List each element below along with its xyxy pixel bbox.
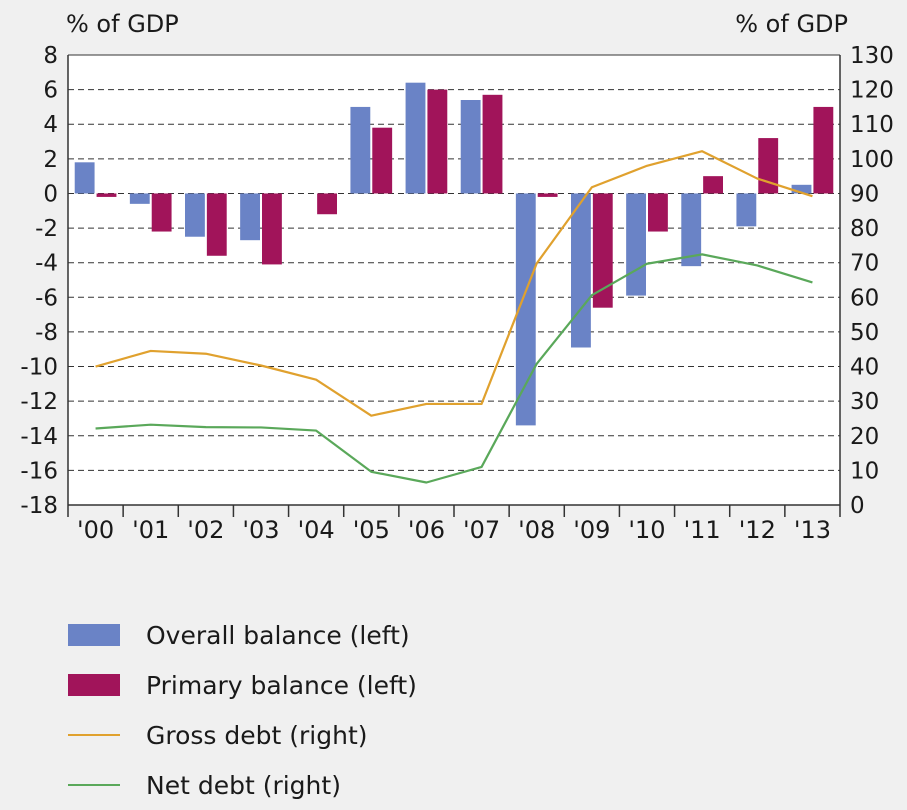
primary-balance-bar bbox=[206, 193, 227, 256]
primary-balance-bar bbox=[151, 193, 172, 232]
primary-balance-bar bbox=[703, 176, 723, 194]
legend-swatch-primary-balance bbox=[68, 674, 120, 696]
overall-balance-bar bbox=[240, 193, 260, 241]
left-tick-label: 0 bbox=[43, 181, 58, 207]
right-tick-label: 30 bbox=[850, 389, 879, 415]
right-tick-label: 120 bbox=[850, 78, 894, 104]
primary-balance-bar bbox=[482, 94, 503, 194]
right-tick-label: 110 bbox=[850, 112, 894, 138]
x-tick-label: '04 bbox=[298, 516, 335, 544]
overall-balance-bar bbox=[736, 193, 757, 227]
legend-item-net-debt: Net debt (right) bbox=[68, 760, 417, 810]
left-tick-label: 6 bbox=[43, 78, 58, 104]
x-tick-label: '07 bbox=[463, 516, 500, 544]
x-tick-label: '11 bbox=[684, 516, 721, 544]
left-tick-label: -6 bbox=[35, 285, 58, 311]
plot-area bbox=[68, 55, 840, 505]
legend-label-overall-balance: Overall balance (left) bbox=[146, 620, 410, 650]
right-tick-label: 60 bbox=[850, 285, 879, 311]
right-tick-label: 100 bbox=[850, 147, 894, 173]
x-tick-label: '13 bbox=[794, 516, 831, 544]
right-tick-label: 90 bbox=[850, 181, 879, 207]
left-tick-label: -14 bbox=[20, 424, 58, 450]
left-tick-label: -18 bbox=[20, 493, 58, 519]
primary-balance-bar bbox=[372, 127, 393, 194]
left-tick-label: -16 bbox=[20, 458, 58, 484]
overall-balance-bar bbox=[626, 193, 646, 296]
left-tick-label: -4 bbox=[35, 251, 58, 277]
x-tick-label: '02 bbox=[187, 516, 224, 544]
primary-balance-bar bbox=[96, 193, 117, 197]
right-tick-label: 50 bbox=[850, 320, 879, 346]
legend-item-overall-balance: Overall balance (left) bbox=[68, 610, 417, 660]
overall-balance-bar bbox=[74, 162, 95, 194]
net-debt-line bbox=[95, 253, 813, 484]
legend-line-net-debt bbox=[68, 784, 120, 786]
left-tick-label: -2 bbox=[35, 216, 58, 242]
primary-balance-bar bbox=[648, 193, 668, 232]
overall-balance-bar bbox=[129, 193, 150, 204]
right-tick-label: 10 bbox=[850, 458, 879, 484]
x-tick-label: '09 bbox=[573, 516, 610, 544]
legend-item-primary-balance: Primary balance (left) bbox=[68, 660, 417, 710]
right-tick-label: 20 bbox=[850, 424, 879, 450]
legend-label-gross-debt: Gross debt (right) bbox=[146, 720, 368, 750]
left-tick-label: 4 bbox=[43, 112, 58, 138]
right-tick-label: 80 bbox=[850, 216, 879, 242]
legend-line-gross-debt bbox=[68, 734, 120, 736]
legend-label-net-debt: Net debt (right) bbox=[146, 770, 341, 800]
x-tick-label: '12 bbox=[739, 516, 776, 544]
gross-debt-line bbox=[95, 150, 813, 417]
primary-balance-bar bbox=[317, 193, 337, 215]
right-axis-label: % of GDP bbox=[735, 10, 848, 38]
overall-balance-bar bbox=[681, 193, 702, 267]
right-tick-label: 0 bbox=[850, 493, 865, 519]
right-tick-label: 70 bbox=[850, 251, 879, 277]
primary-balance-bar bbox=[592, 193, 613, 308]
overall-balance-bar bbox=[515, 193, 536, 426]
left-axis-label: % of GDP bbox=[66, 10, 179, 38]
overall-balance-bar bbox=[405, 82, 426, 194]
x-tick-label: '01 bbox=[132, 516, 169, 544]
overall-balance-bar bbox=[350, 106, 371, 194]
x-tick-label: '03 bbox=[242, 516, 279, 544]
right-tick-label: 40 bbox=[850, 355, 879, 381]
x-tick-label: '08 bbox=[518, 516, 555, 544]
overall-balance-bar bbox=[571, 193, 591, 348]
legend-swatch-overall-balance bbox=[68, 624, 120, 646]
primary-balance-bar bbox=[427, 89, 448, 194]
primary-balance-bar bbox=[813, 106, 834, 194]
left-tick-label: 8 bbox=[43, 43, 58, 69]
left-tick-label: -10 bbox=[20, 355, 58, 381]
chart-canvas: % of GDP% of GDP86420-2-4-6-8-10-12-14-1… bbox=[20, 10, 894, 544]
legend-item-gross-debt: Gross debt (right) bbox=[68, 710, 417, 760]
primary-balance-bar bbox=[262, 193, 282, 265]
x-tick-label: '06 bbox=[408, 516, 445, 544]
x-tick-label: '00 bbox=[77, 516, 114, 544]
legend: Overall balance (left) Primary balance (… bbox=[68, 610, 417, 810]
overall-balance-bar bbox=[791, 184, 812, 194]
x-tick-label: '10 bbox=[628, 516, 665, 544]
left-tick-label: -8 bbox=[35, 320, 58, 346]
primary-balance-bar bbox=[537, 193, 558, 197]
x-tick-label: '05 bbox=[353, 516, 390, 544]
left-tick-label: 2 bbox=[43, 147, 58, 173]
overall-balance-bar bbox=[185, 193, 205, 237]
right-tick-label: 130 bbox=[850, 43, 894, 69]
overall-balance-bar bbox=[460, 100, 481, 194]
left-tick-label: -12 bbox=[20, 389, 58, 415]
legend-label-primary-balance: Primary balance (left) bbox=[146, 670, 417, 700]
